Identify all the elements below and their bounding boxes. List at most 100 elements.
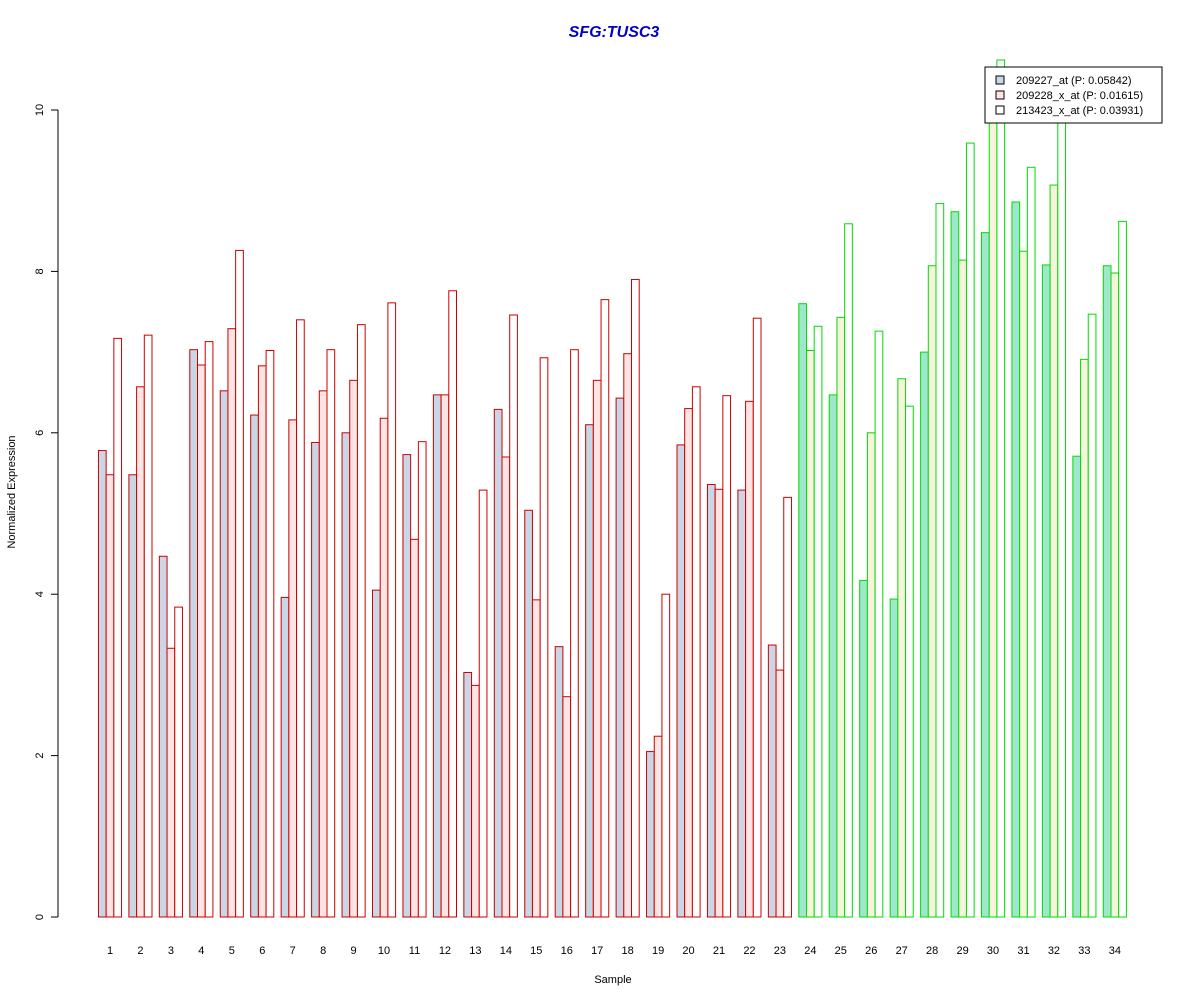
legend-entry-2: 209228_x_at (P: 0.01615)	[1016, 90, 1143, 102]
x-tick-label: 6	[259, 945, 265, 957]
bar-sample-11-series-2	[410, 538, 419, 918]
bar-sample-7-series-3	[296, 319, 305, 918]
x-tick-label: 20	[682, 945, 694, 957]
bar-sample-7-series-1	[280, 596, 290, 918]
bar-sample-15-series-2	[531, 599, 541, 918]
y-tick-label: 6	[34, 430, 46, 436]
bar-sample-13-series-3	[478, 489, 488, 918]
x-tick-label: 27	[896, 945, 908, 957]
bar-sample-9-series-1	[341, 432, 351, 918]
bar-sample-8-series-1	[311, 441, 320, 918]
bar-sample-22-series-3	[752, 317, 762, 918]
bar-sample-34-series-2	[1110, 272, 1120, 918]
x-tick-label: 25	[835, 945, 847, 957]
bar-sample-25-series-1	[828, 394, 838, 918]
bar-sample-6-series-2	[257, 365, 267, 918]
bar-sample-23-series-2	[775, 669, 785, 918]
bar-sample-21-series-3	[722, 395, 732, 918]
x-tick-label: 29	[956, 945, 968, 957]
bar-sample-10-series-2	[379, 417, 389, 918]
legend-swatch-3	[995, 105, 1005, 115]
legend: 209227_at (P: 0.05842) 209228_x_at (P: 0.…	[984, 66, 1163, 124]
bar-sample-16-series-2	[562, 696, 572, 918]
bar-sample-17-series-2	[592, 379, 602, 918]
bar-sample-18-series-3	[631, 278, 640, 918]
bar-sample-25-series-3	[844, 223, 853, 918]
bar-sample-6-series-1	[250, 414, 259, 918]
bar-sample-16-series-1	[554, 646, 564, 918]
bar-sample-3-series-1	[158, 555, 168, 918]
bar-sample-12-series-1	[432, 394, 442, 918]
bar-sample-17-series-3	[600, 299, 610, 918]
bar-sample-20-series-1	[676, 444, 686, 918]
bar-sample-31-series-2	[1019, 250, 1028, 918]
x-tick-label: 33	[1078, 945, 1090, 957]
chart-title: SFG:TUSC3	[569, 24, 660, 41]
x-tick-label: 15	[530, 945, 542, 957]
bar-sample-3-series-3	[174, 606, 183, 918]
bar-sample-4-series-2	[197, 364, 206, 918]
bar-sample-12-series-2	[440, 394, 450, 918]
bar-sample-17-series-1	[585, 424, 594, 918]
bar-sample-4-series-1	[189, 349, 199, 918]
bar-sample-26-series-1	[859, 579, 868, 918]
bar-sample-19-series-2	[653, 735, 663, 918]
bar-sample-18-series-2	[623, 353, 632, 918]
y-tick-label: 4	[34, 591, 46, 597]
bar-sample-30-series-1	[981, 232, 990, 918]
bar-sample-5-series-3	[235, 249, 244, 918]
x-tick-label: 14	[500, 945, 512, 957]
bar-sample-9-series-2	[349, 379, 358, 918]
x-tick-label: 3	[168, 945, 174, 957]
bar-sample-2-series-3	[143, 334, 153, 918]
bar-sample-15-series-3	[539, 357, 549, 918]
x-tick-label: 10	[378, 945, 390, 957]
bar-sample-24-series-1	[798, 303, 807, 918]
bar-sample-1-series-1	[97, 450, 107, 918]
bar-sample-19-series-1	[646, 751, 655, 918]
bar-sample-27-series-3	[905, 405, 914, 918]
x-tick-label: 23	[774, 945, 786, 957]
bar-sample-29-series-2	[958, 259, 967, 918]
y-axis-label: Normalized Expression	[6, 435, 18, 548]
x-tick-label: 26	[865, 945, 877, 957]
bar-sample-31-series-1	[1011, 201, 1021, 918]
bar-sample-21-series-2	[714, 488, 724, 918]
bar-sample-32-series-2	[1049, 184, 1059, 918]
x-axis-label: Sample	[594, 974, 631, 986]
x-tick-label: 30	[987, 945, 999, 957]
bar-sample-24-series-2	[806, 349, 815, 918]
y-tick-label: 8	[34, 268, 46, 274]
bar-sample-11-series-1	[402, 454, 412, 918]
bar-sample-26-series-3	[874, 330, 884, 918]
bar-sample-25-series-2	[836, 316, 846, 918]
bar-sample-10-series-3	[387, 302, 397, 918]
y-tick-label: 2	[34, 753, 46, 759]
bar-sample-13-series-2	[471, 684, 480, 918]
x-tick-label: 22	[743, 945, 755, 957]
bar-sample-27-series-2	[897, 378, 907, 918]
bar-sample-14-series-1	[493, 408, 503, 918]
bar-sample-23-series-3	[783, 496, 792, 918]
bar-sample-28-series-2	[927, 265, 937, 918]
x-tick-label: 7	[290, 945, 296, 957]
y-tick-label: 10	[34, 104, 46, 116]
x-tick-label: 19	[652, 945, 664, 957]
bar-sample-29-series-3	[965, 142, 975, 918]
bar-sample-33-series-1	[1072, 455, 1082, 918]
bar-sample-19-series-3	[661, 593, 671, 918]
bar-sample-16-series-3	[570, 349, 579, 918]
bar-sample-8-series-3	[326, 349, 336, 918]
legend-entry-1: 209227_at (P: 0.05842)	[1016, 75, 1132, 87]
bar-sample-15-series-1	[524, 509, 533, 918]
y-tick-label: 0	[34, 914, 46, 920]
bar-sample-22-series-2	[745, 400, 754, 918]
bar-sample-11-series-3	[417, 441, 427, 918]
y-axis: 0 2 4 6 8 10	[34, 104, 59, 920]
bar-sample-5-series-1	[219, 390, 229, 918]
bar-sample-5-series-2	[227, 328, 237, 918]
bar-sample-13-series-1	[463, 671, 473, 918]
x-tick-label: 5	[229, 945, 235, 957]
bar-sample-34-series-1	[1102, 265, 1112, 918]
